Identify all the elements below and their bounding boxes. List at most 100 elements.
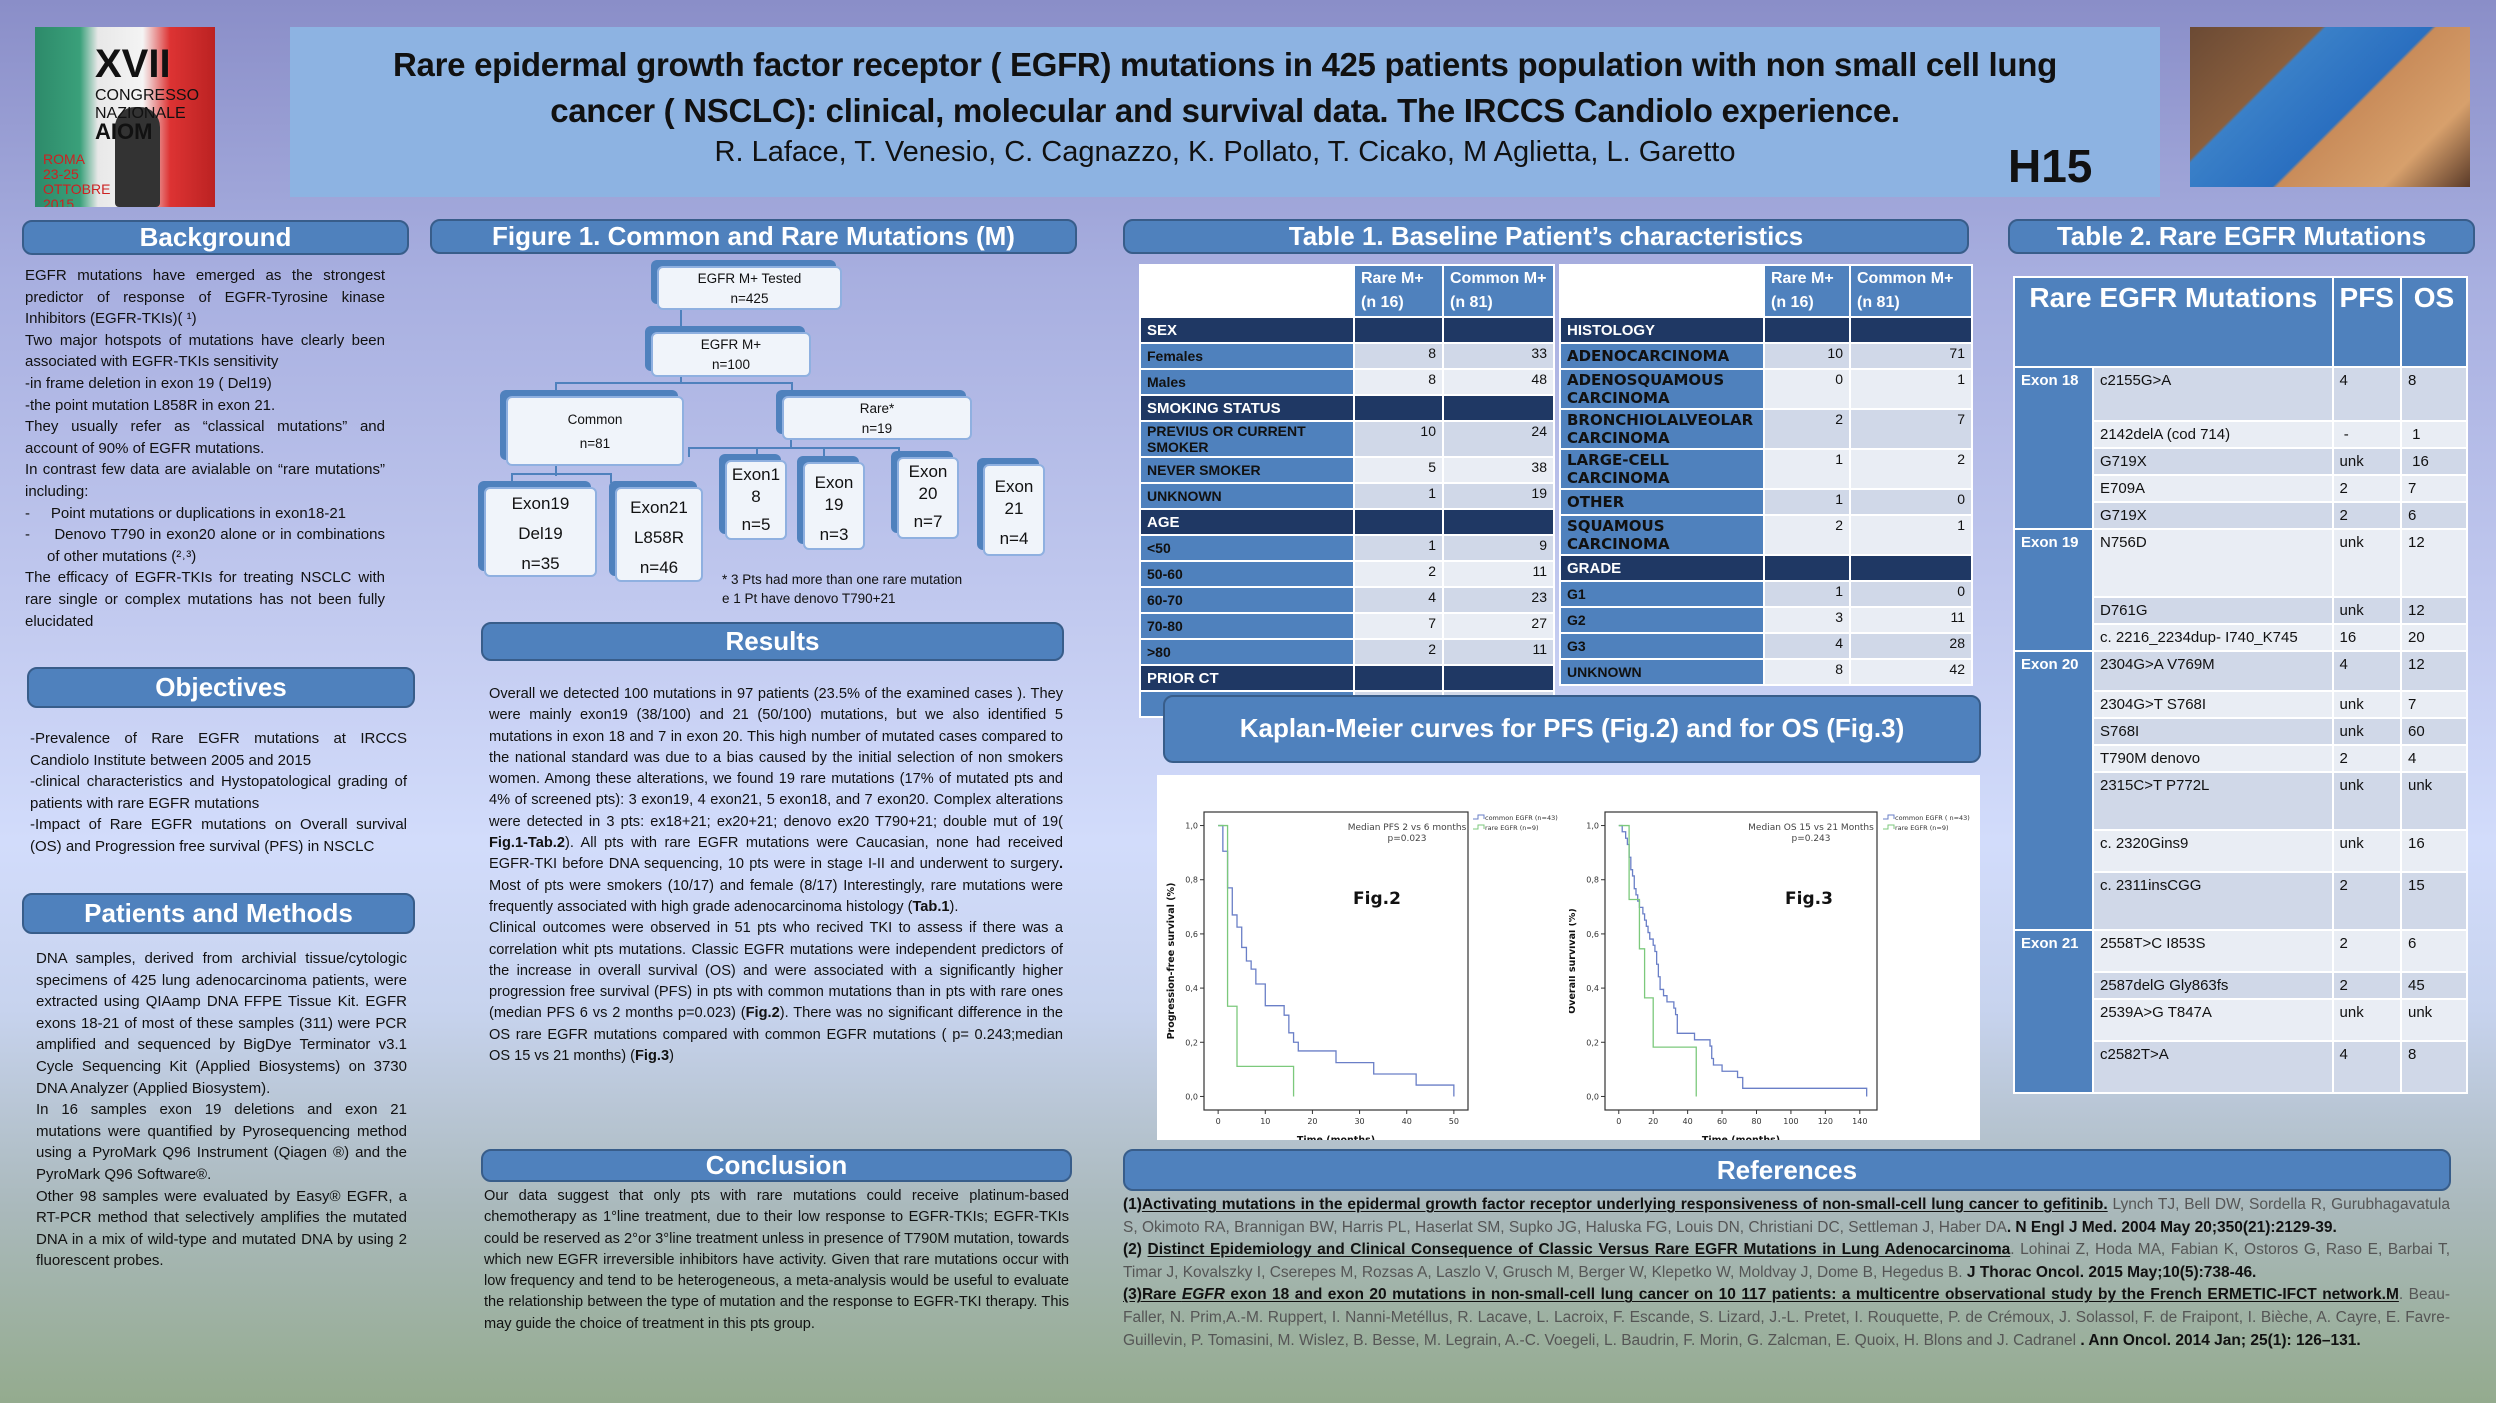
pfs-value: unk [2331, 447, 2403, 476]
y-tick-label: 1,0 [1586, 822, 1599, 831]
common-value: 48 [1442, 368, 1555, 396]
x-tick-label: 20 [1648, 1117, 1658, 1126]
os-value: 12 [2400, 596, 2468, 625]
y-tick-label: 0,4 [1185, 984, 1198, 993]
section-blank [1353, 664, 1444, 692]
table-row: c. 2320Gins9 unk 16 [2014, 829, 2468, 873]
legend-swatch [1473, 824, 1485, 830]
connector-line [688, 447, 690, 457]
x-tick-label: 30 [1354, 1117, 1364, 1126]
y-axis-label: Progression-free survival (%) [1166, 883, 1177, 1040]
connector-line [756, 447, 758, 457]
conclusion-heading: Conclusion [481, 1149, 1072, 1182]
pfs-value: 2 [2331, 744, 2403, 773]
table-row: G719X 2 6 [2014, 501, 2468, 530]
row-label: LARGE-CELL CARCINOMA [1559, 448, 1765, 490]
median-annotation: Median PFS 2 vs 6 months [1348, 823, 1467, 833]
table-row: NEVER SMOKER 5 38 [1139, 456, 1555, 484]
background-line: In contrast few data are avialable on “r… [25, 461, 385, 500]
section-blank [1353, 316, 1444, 344]
figure-reference: Fig.2 [745, 1005, 780, 1022]
table-row: Exon 18 c2155G>A 4 8 [2013, 366, 2468, 530]
figure-reference: Fig.1-Tab.2 [489, 835, 565, 852]
node-label: Exon [908, 462, 948, 481]
os-value: 16 [2400, 829, 2468, 873]
connector-line [688, 447, 900, 449]
connector-line [555, 382, 557, 392]
row-label: PREVIUS OR CURRENT SMOKER [1139, 420, 1355, 458]
pfs-value: 2 [2331, 501, 2403, 530]
background-line: -in frame deletion in exon 19 ( Del19) [25, 374, 272, 392]
section-row: GRADE [1559, 554, 1973, 582]
row-label: 60-70 [1139, 586, 1355, 614]
legend-swatch [1883, 824, 1895, 830]
table-row: Males 8 48 [1139, 368, 1555, 396]
node-count: n=19 [861, 421, 893, 436]
bullet-text: Point mutations or duplications in exon1… [50, 504, 347, 522]
section-title: AGE [1139, 508, 1355, 536]
table-row: Exon 19 N756D unk 12 [2013, 528, 2468, 652]
exon-label: Exon 21 [2013, 929, 2094, 1094]
reference-title[interactable]: (3)Rare EGFR exon 18 and exon 20 mutatio… [1123, 1286, 2399, 1303]
table-row: c. 2311insCGG 2 15 [2014, 871, 2468, 931]
rare-value: 10 [1353, 420, 1444, 458]
references-heading: References [1123, 1149, 2451, 1191]
os-value: 8 [2400, 1040, 2468, 1094]
node-rare: Rare* n=19 [782, 396, 972, 440]
x-tick-label: 140 [1852, 1117, 1867, 1126]
y-axis-label: Overall survival (%) [1569, 908, 1578, 1014]
node-count: n=46 [639, 558, 679, 577]
mutation-name: E709A [2092, 474, 2334, 503]
rare-value: 0 [1763, 368, 1851, 410]
section-blank [1442, 316, 1555, 344]
legend-entry: rare EGFR (n=9) [1485, 824, 1539, 832]
pfs-value: 4 [2331, 366, 2403, 422]
node-rare-exon20: Exon 20 n=7 [897, 457, 959, 539]
os-value: 12 [2400, 528, 2468, 598]
table-row: LARGE-CELL CARCINOMA 1 2 [1559, 448, 1973, 490]
mutation-name: 2315C>T P772L [2092, 771, 2334, 831]
objectives-heading: Objectives [27, 667, 415, 708]
y-tick-label: 0,2 [1586, 1038, 1599, 1047]
reference-3: (3)Rare EGFR exon 18 and exon 20 mutatio… [1123, 1284, 2450, 1352]
reference-title[interactable]: gefitinib. [2043, 1196, 2108, 1213]
objective-item: -Impact of Rare EGFR mutations on Overal… [30, 816, 407, 855]
conclusion-text: Our data suggest that only pts with rare… [484, 1188, 1069, 1332]
reference-title[interactable]: Distinct Epidemiology and Clinical Conse… [1147, 1241, 2011, 1259]
y-tick-label: 0,6 [1185, 930, 1198, 939]
km-chart-panel: 0,0 0,2 0,4 0,6 0,8 1,0 0 10 20 30 40 50 Time (month… [1157, 775, 1980, 1140]
bullet-text: Denovo T790 in exon20 alone or in combin… [47, 526, 385, 565]
legend-entry: common EGFR ( n=43) [1895, 814, 1970, 822]
rare-value: 2 [1763, 408, 1851, 450]
background-text: EGFR mutations have emerged as the stron… [25, 265, 385, 632]
section-blank [1353, 508, 1444, 536]
table-row: UNKNOWN 1 19 [1139, 482, 1555, 510]
table-row: UNKNOWN 8 42 [1559, 658, 1973, 686]
pfs-value: 4 [2331, 650, 2403, 692]
col-header-line: (n 81) [1857, 294, 1900, 311]
section-blank [1763, 554, 1851, 582]
node-count: n=4 [999, 529, 1029, 548]
common-egfr-curve [1218, 824, 1455, 1097]
section-row: SMOKING STATUS [1139, 394, 1555, 422]
x-tick-label: 40 [1402, 1117, 1412, 1126]
section-blank [1442, 508, 1555, 536]
x-tick-label: 10 [1260, 1117, 1270, 1126]
node-count: n=7 [913, 512, 943, 531]
common-value: 7 [1849, 408, 1973, 450]
pfs-value: unk [2331, 829, 2403, 873]
x-tick-label: 120 [1818, 1117, 1833, 1126]
table-row: S768I unk 60 [2014, 717, 2468, 746]
table-row: Exon 21 2558T>C I853S 2 6 [2013, 929, 2468, 1094]
results-text-run: ). There was no significant difference i… [489, 1005, 1063, 1065]
table-reference: Tab.1 [912, 898, 950, 915]
rare-value: 5 [1353, 456, 1444, 484]
node-label: Exon1 [731, 465, 781, 484]
os-value: 8 [2400, 366, 2468, 422]
reference-title[interactable]: Activating mutations in the epidermal gr… [1141, 1196, 2044, 1213]
table-row: >80 2 11 [1139, 638, 1555, 666]
os-value: 12 [2400, 650, 2468, 692]
results-text-run: ). [949, 898, 959, 915]
table-row: 2587delG Gly863fs 2 45 [2014, 971, 2468, 1000]
section-title: HISTOLOGY [1559, 316, 1765, 344]
